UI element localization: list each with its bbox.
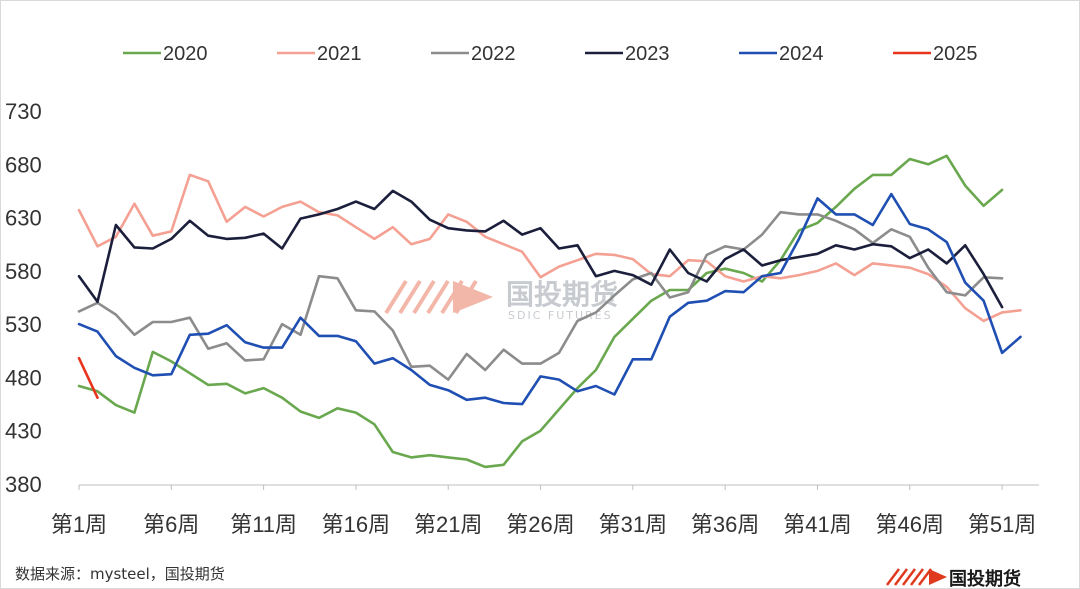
legend-label-2023: 2023 [625,43,670,65]
y-tick-label: 680 [5,152,42,177]
series-line-2023 [77,189,1004,309]
legend: 2020 2021 2022 2023 2024 2025 [123,43,978,65]
series-line-2022 [77,210,1004,381]
series-layer [77,154,1022,469]
watermark-stripe [412,279,436,315]
logo-arrow [929,569,947,585]
series-line-2021 [77,173,1022,323]
logo-stripe [902,568,916,586]
legend-label-2022: 2022 [471,43,516,65]
logo-stripe [894,568,908,586]
watermark-stripe [426,279,450,315]
x-tick-label: 第46周 [876,512,944,537]
watermark-stripe [384,279,408,315]
y-tick-label: 580 [5,259,42,284]
x-tick-label: 第26周 [506,512,574,537]
y-tick-label: 380 [5,472,42,497]
x-tick-label: 第36周 [691,512,759,537]
legend-label-2024: 2024 [779,43,824,65]
legend-label-2020: 2020 [163,43,208,65]
x-axis: 第1周 第6周 第11周 第16周 第21周 第26周 第31周 第36周 第41周 第46周 第5… [51,484,1039,537]
y-tick-label: 630 [5,206,42,231]
brand-logo: 国投期货 [886,568,1021,588]
y-tick-label: 430 [5,419,42,444]
source-note: 数据来源：mysteel，国投期货 [15,565,225,583]
legend-label-2025: 2025 [933,43,978,65]
x-tick-label: 第41周 [783,512,851,537]
legend-label-2021: 2021 [317,43,362,65]
watermark-arrow [453,281,493,313]
y-tick-label: 530 [5,312,42,337]
y-axis: 380 430 480 530 580 630 680 730 [5,99,42,497]
series-line-2024 [77,192,1022,406]
series-line-2025 [77,356,99,400]
x-tick-label: 第11周 [230,512,297,537]
x-tick-label: 第1周 [51,512,107,537]
y-tick-label: 480 [5,365,42,390]
x-tick-label: 第51周 [968,512,1036,537]
series-line-2020 [77,154,1004,469]
x-tick-label: 第16周 [322,512,390,537]
x-tick-label: 第21周 [414,512,482,537]
logo-name: 国投期货 [949,568,1021,588]
x-tick-label: 第6周 [143,512,199,537]
logo-stripe [886,568,900,586]
y-tick-label: 730 [5,99,42,124]
watermark-name: 国投期货 [506,278,618,311]
logo-stripe [910,568,924,586]
watermark-stripe [398,279,422,315]
x-tick-label: 第31周 [599,512,667,537]
